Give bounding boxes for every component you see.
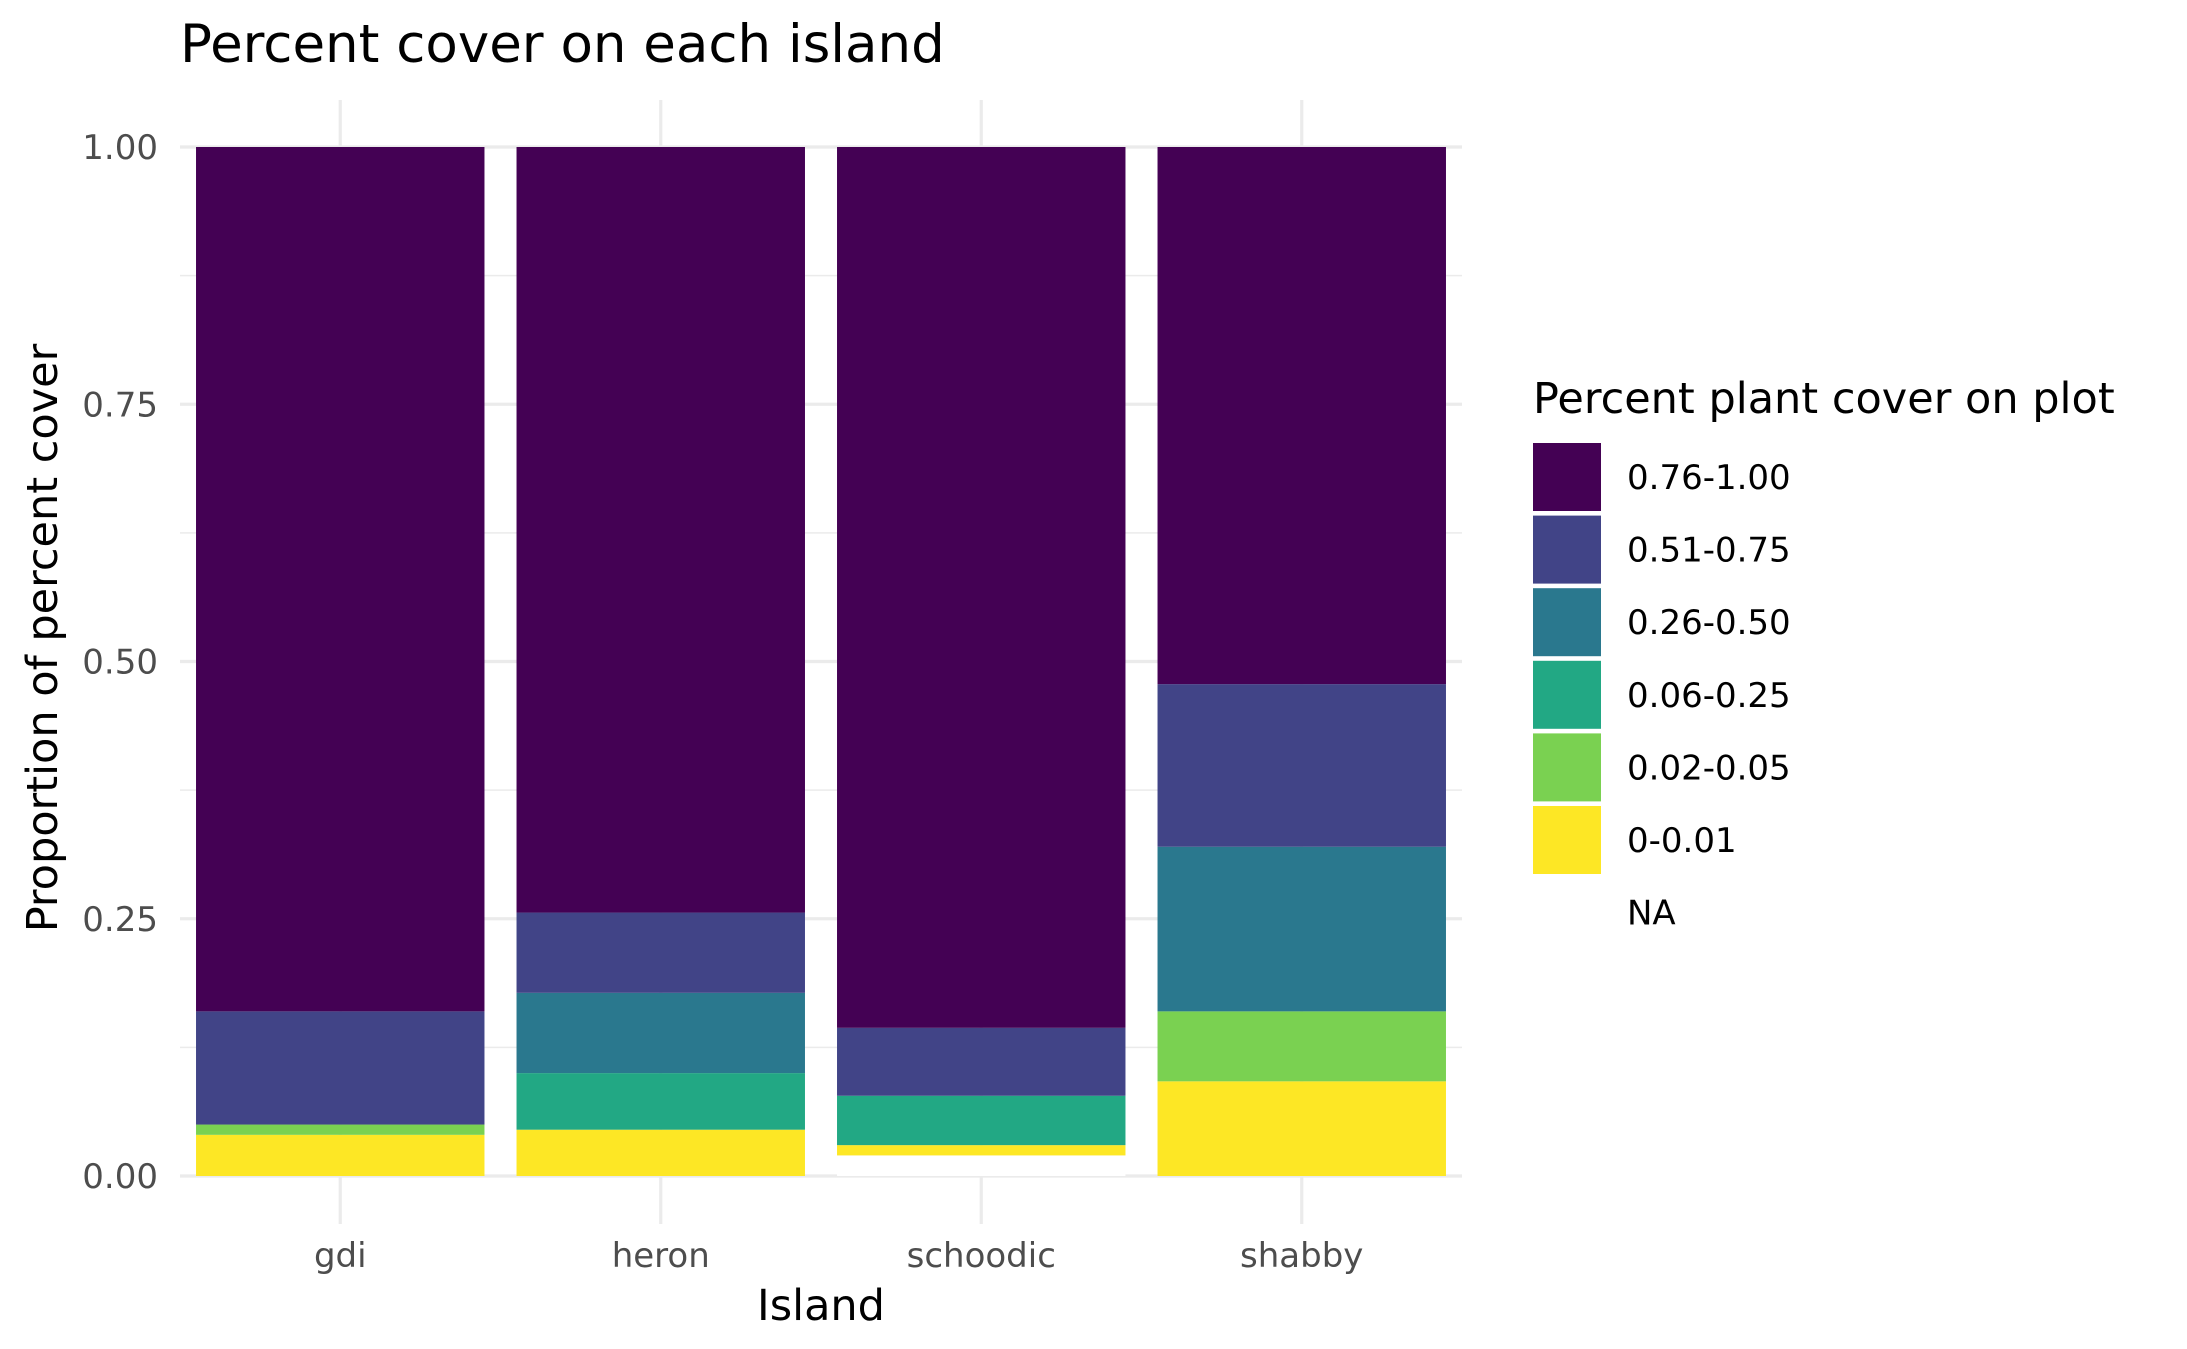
y-tick-label: 0.00 — [82, 1157, 158, 1197]
bar-segment — [516, 992, 805, 1074]
legend-key — [1533, 733, 1601, 802]
bar-segment — [837, 1095, 1126, 1146]
chart-title: Percent cover on each island — [180, 14, 945, 75]
bar-segment — [837, 1027, 1126, 1096]
x-tick-label: shabby — [1240, 1236, 1363, 1276]
legend-label: 0.26-0.50 — [1627, 603, 1791, 643]
legend-label: 0.76-1.00 — [1627, 458, 1791, 498]
bar-segment — [196, 1134, 485, 1176]
x-axis-title: Island — [757, 1281, 885, 1331]
bar-segment — [516, 912, 805, 993]
legend-label: 0.02-0.05 — [1627, 748, 1791, 788]
x-tick-label: schoodic — [907, 1236, 1056, 1276]
bar-segment — [196, 1011, 485, 1125]
bar-segment — [837, 1155, 1126, 1176]
legend-label: 0.51-0.75 — [1627, 531, 1791, 571]
legend-title: Percent plant cover on plot — [1533, 374, 2115, 424]
y-axis-ticks: 0.00 0.25 0.50 0.75 1.00 — [82, 128, 158, 1197]
bars — [196, 147, 1446, 1176]
bar-segment — [516, 1129, 805, 1176]
bar-segment — [196, 147, 485, 1012]
bar-segment — [1157, 684, 1446, 847]
bar-segment — [1157, 846, 1446, 1012]
legend-key — [1533, 806, 1601, 874]
legend-label: NA — [1627, 894, 1676, 934]
y-tick-label: 0.25 — [82, 900, 158, 940]
y-tick-label: 0.50 — [82, 643, 158, 683]
legend-key — [1533, 878, 1601, 947]
bar-segment — [196, 1124, 485, 1135]
legend-key — [1533, 443, 1601, 511]
bar-segment — [837, 147, 1126, 1028]
legend: Percent plant cover on plot 0.76-1.00 0.5… — [1533, 374, 2115, 947]
y-tick-label: 0.75 — [82, 385, 158, 425]
bar-segment — [516, 1073, 805, 1130]
legend-key — [1533, 660, 1601, 729]
y-axis-title: Proportion of percent cover — [18, 343, 68, 932]
bar-segment — [516, 147, 805, 913]
x-tick-label: gdi — [314, 1236, 367, 1276]
legend-label: 0-0.01 — [1627, 821, 1737, 861]
bar-segment — [1157, 1011, 1446, 1082]
legend-items: 0.76-1.00 0.51-0.75 0.26-0.50 0.06-0.25 0.02… — [1533, 443, 1791, 947]
y-tick-label: 1.00 — [82, 128, 158, 168]
bar-segment — [1157, 1081, 1446, 1176]
x-tick-label: heron — [612, 1236, 710, 1276]
legend-key — [1533, 515, 1601, 584]
legend-key — [1533, 588, 1601, 657]
legend-label: 0.06-0.25 — [1627, 676, 1791, 716]
x-axis-ticks: gdi heron schoodic shabby — [314, 1236, 1364, 1276]
bar-segment — [1157, 147, 1446, 685]
bar-segment — [837, 1145, 1126, 1156]
